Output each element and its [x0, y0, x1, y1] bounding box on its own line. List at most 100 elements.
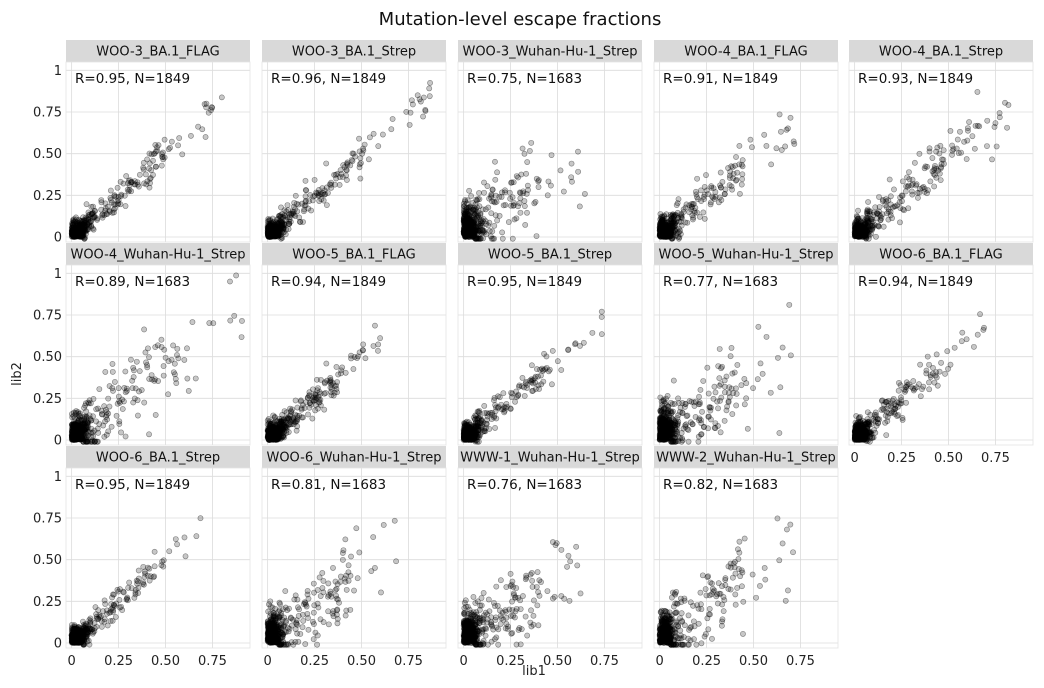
facet-strip-label: WOO-3_Wuhan-Hu-1_Strep	[462, 45, 637, 60]
data-point	[81, 222, 88, 229]
data-point	[144, 362, 150, 368]
data-point	[1002, 99, 1008, 106]
data-point	[75, 230, 82, 236]
data-point	[136, 171, 143, 178]
data-point	[72, 230, 79, 237]
data-point	[73, 228, 80, 235]
data-point	[321, 187, 328, 194]
data-point	[665, 223, 671, 230]
data-point	[692, 414, 699, 420]
data-point	[128, 179, 135, 186]
data-point	[931, 379, 938, 386]
data-point	[904, 183, 911, 190]
data-point	[933, 148, 940, 155]
data-point	[761, 131, 768, 138]
data-point	[348, 355, 354, 362]
data-point	[505, 219, 512, 225]
data-point	[684, 412, 691, 419]
data-point	[887, 193, 894, 200]
correlation-annotation: R=0.95, N=1849	[75, 71, 190, 87]
data-point	[676, 229, 683, 235]
data-point	[91, 438, 98, 445]
correlation-annotation: R=0.93, N=1849	[858, 71, 973, 87]
data-point	[513, 173, 520, 179]
data-point	[492, 158, 498, 165]
data-point	[666, 229, 672, 236]
data-point	[1004, 124, 1010, 131]
data-point	[864, 208, 870, 214]
data-point	[79, 233, 85, 239]
data-point	[876, 194, 882, 200]
data-point	[309, 415, 316, 422]
data-point	[658, 415, 665, 421]
data-point	[474, 196, 481, 202]
data-point	[360, 147, 367, 154]
data-point	[69, 228, 75, 235]
data-point	[280, 229, 287, 236]
data-point	[701, 215, 708, 222]
data-point	[675, 418, 682, 425]
data-point	[69, 233, 75, 240]
data-point	[481, 402, 488, 409]
data-point	[128, 179, 134, 186]
data-point	[869, 218, 876, 225]
data-point	[146, 354, 152, 361]
data-point	[192, 375, 199, 382]
data-point	[409, 101, 416, 108]
data-point	[403, 108, 410, 115]
data-point	[466, 222, 473, 229]
data-point	[697, 386, 704, 393]
data-point	[142, 171, 149, 178]
data-point	[306, 389, 313, 396]
data-point	[343, 172, 349, 179]
data-point	[705, 425, 711, 432]
correlation-annotation: R=0.94, N=1849	[271, 274, 386, 290]
data-point	[372, 322, 378, 329]
data-point	[140, 164, 147, 171]
data-point	[73, 231, 80, 237]
data-point	[377, 335, 383, 342]
data-point	[79, 232, 86, 239]
data-point	[111, 201, 117, 208]
data-point	[879, 198, 886, 205]
data-point	[71, 226, 78, 233]
data-point	[292, 397, 299, 404]
data-point	[335, 371, 342, 378]
data-point	[499, 229, 506, 236]
data-point	[984, 117, 991, 124]
data-point	[114, 184, 121, 191]
data-point	[106, 403, 113, 410]
data-point	[477, 217, 484, 224]
data-point	[273, 430, 280, 436]
data-point	[188, 132, 194, 139]
data-point	[141, 399, 148, 406]
data-point	[947, 128, 954, 134]
data-point	[349, 158, 356, 165]
data-point	[70, 420, 77, 427]
data-point	[370, 343, 377, 349]
data-point	[76, 230, 83, 236]
data-point	[90, 210, 96, 216]
data-point	[74, 232, 81, 239]
data-point	[569, 178, 575, 185]
points-group	[656, 111, 798, 242]
data-point	[921, 165, 928, 172]
data-point	[134, 181, 141, 188]
data-point	[106, 208, 113, 215]
data-point	[72, 233, 79, 240]
data-point	[540, 366, 547, 373]
points-group	[460, 139, 588, 242]
data-point	[739, 176, 746, 183]
data-point	[937, 177, 944, 183]
data-point	[895, 387, 902, 394]
data-point	[133, 358, 140, 365]
data-point	[71, 227, 78, 234]
x-axis-label: lib1	[522, 664, 546, 679]
data-point	[88, 203, 95, 210]
data-point	[80, 226, 87, 233]
data-point	[693, 188, 699, 195]
data-point	[69, 227, 76, 234]
data-point	[767, 389, 774, 396]
data-point	[69, 220, 76, 227]
data-point	[498, 194, 505, 200]
